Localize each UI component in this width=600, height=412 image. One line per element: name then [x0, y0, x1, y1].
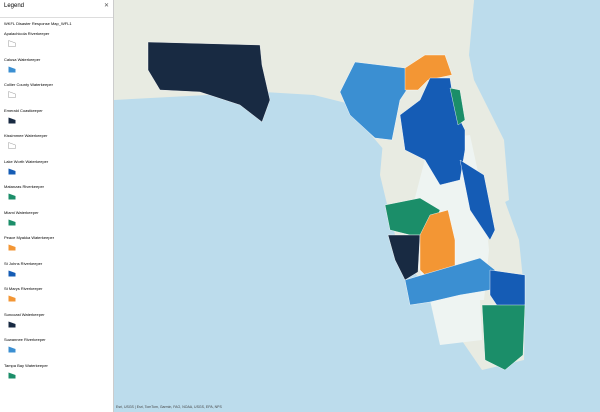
legend-swatch [8, 321, 16, 327]
swatch-shape [8, 91, 16, 98]
legend-swatch [8, 346, 16, 353]
legend-swatch [8, 372, 16, 378]
swatch-shape [8, 168, 16, 174]
legend-swatch [8, 66, 16, 72]
swatch-shape [8, 244, 16, 251]
legend-label: Calusa Waterkeeper [4, 56, 41, 62]
swatch-shape [8, 193, 16, 200]
region[interactable] [404, 54, 453, 91]
legend-swatch [8, 193, 16, 200]
layer-title: WKFL Disaster Response Map_WFL1 [4, 21, 72, 26]
land [114, 0, 474, 55]
legend-label: Matanzas Riverkeeper [4, 184, 45, 189]
regions [147, 41, 526, 371]
legend-item: Emerald Coastkeeper [0, 106, 113, 132]
legend-swatch [8, 40, 16, 47]
close-button[interactable]: ✕ [103, 3, 109, 9]
legend-item: Tampa Bay Waterkeeper [0, 361, 113, 387]
swatch-shape [8, 372, 16, 378]
legend-item: Peace Myakka Waterkeeper [0, 233, 113, 259]
legend-label: Apalachicola Riverkeeper [4, 31, 50, 36]
legend-items: Apalachicola Riverkeeper Calusa Waterkeep… [0, 29, 113, 386]
legend-label: Suncoast Waterkeeper [4, 311, 45, 317]
legend-swatch [8, 270, 16, 276]
swatch-shape [8, 117, 16, 123]
legend-item: Matanzas Riverkeeper [0, 182, 113, 208]
region[interactable] [481, 304, 526, 371]
legend-item: Apalachicola Riverkeeper [0, 29, 113, 55]
map[interactable]: Esri, USGS | Esri, TomTom, Garmin, FAO, … [114, 0, 600, 412]
legend-swatch [8, 219, 16, 225]
legend-label: St Johns Riverkeeper [4, 260, 43, 266]
legend-label: Suwannee Riverkeeper [4, 337, 46, 342]
legend-label: St Marys Riverkeeper [4, 286, 43, 291]
legend-label: Tampa Bay Waterkeeper [4, 362, 48, 368]
legend-panel: Legend ✕ WKFL Disaster Response Map_WFL1 … [0, 0, 114, 412]
region[interactable] [449, 87, 466, 126]
swatch-shape [8, 346, 16, 353]
swatch-shape [8, 270, 16, 276]
swatch-shape [8, 66, 16, 72]
legend-item: Suncoast Waterkeeper [0, 310, 113, 336]
legend-label: Kissimmee Waterkeeper [4, 133, 48, 138]
legend-item: Miami Waterkeeper [0, 208, 113, 234]
region[interactable] [404, 257, 496, 306]
legend-title: Legend [4, 3, 25, 9]
region[interactable] [147, 41, 271, 123]
legend-label: Lake Worth Waterkeeper [4, 158, 49, 164]
pale-region [430, 300, 482, 345]
legend-item: Suwannee Riverkeeper [0, 335, 113, 361]
legend-item: Calusa Waterkeeper [0, 55, 113, 81]
legend-label: Peace Myakka Waterkeeper [4, 235, 55, 240]
legend-item: Collier County Waterkeeper [0, 80, 113, 106]
swatch-shape [8, 295, 16, 302]
legend-swatch [8, 244, 16, 251]
legend-item: St Johns Riverkeeper [0, 259, 113, 285]
legend-label: Collier County Waterkeeper [4, 82, 53, 87]
legend-swatch [8, 295, 16, 302]
region[interactable] [387, 234, 421, 281]
legend-swatch [8, 117, 16, 123]
legend-swatch [8, 168, 16, 174]
swatch-shape [8, 321, 16, 327]
swatch-shape [8, 219, 16, 225]
swatch-shape [8, 142, 16, 149]
legend-item: St Marys Riverkeeper [0, 284, 113, 310]
legend-swatch [8, 91, 16, 98]
swatch-shape [8, 40, 16, 47]
legend-item: Kissimmee Waterkeeper [0, 131, 113, 157]
region[interactable] [459, 159, 496, 241]
legend-header: Legend ✕ [0, 0, 113, 18]
attribution: Esri, USGS | Esri, TomTom, Garmin, FAO, … [116, 405, 222, 409]
legend-item: Lake Worth Waterkeeper [0, 157, 113, 183]
legend-swatch [8, 142, 16, 149]
legend-label: Emerald Coastkeeper [4, 107, 43, 113]
legend-label: Miami Waterkeeper [4, 209, 39, 215]
